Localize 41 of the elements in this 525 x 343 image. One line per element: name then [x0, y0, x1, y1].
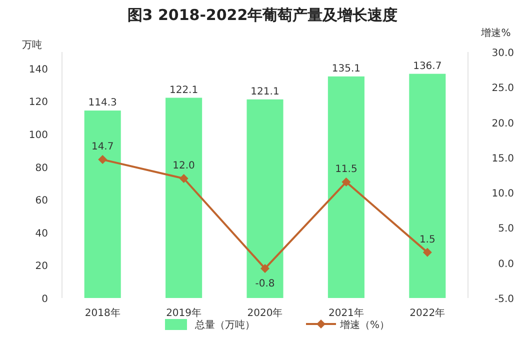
point: [342, 178, 351, 187]
y2-tick-label: 10.0: [492, 188, 514, 200]
y-tick-label: 20: [35, 261, 48, 272]
y2-tick-label: 30.0: [492, 48, 514, 59]
y-tick-label: 40: [35, 228, 48, 240]
y2-tick-label: -5.0: [494, 294, 514, 305]
y2-tick-label: 0.0: [498, 258, 514, 270]
x-tick-label: 2022年: [410, 307, 446, 319]
legend-label: 总量（万吨）: [194, 319, 255, 331]
x-tick-label: 2020年: [247, 307, 283, 319]
data-label: 122.1: [169, 84, 198, 96]
y-tick-label: 100: [28, 130, 48, 141]
y-tick-label: 140: [28, 64, 48, 76]
point: [422, 248, 432, 257]
y2-tick-label: 20.0: [492, 118, 514, 130]
data-label: 12.0: [172, 160, 195, 172]
y2-tick-label: 25.0: [492, 83, 514, 94]
y2-tick-label: 15.0: [492, 153, 514, 164]
y-tick-label: 80: [35, 162, 48, 174]
data-label: -0.8: [255, 278, 275, 290]
data-label: 14.7: [91, 142, 114, 153]
point: [179, 174, 188, 184]
legend-label: 增速（%）: [339, 319, 390, 331]
data-label: 121.1: [250, 86, 280, 98]
data-label: 1.5: [419, 234, 436, 246]
y-tick-label: 120: [28, 97, 48, 108]
y2-axis-title: 增速%: [480, 27, 511, 39]
y2-tick-label: 5.0: [498, 224, 514, 235]
data-label: 11.5: [335, 164, 358, 176]
y-axis-title: 万吨: [22, 39, 42, 51]
x-tick-label: 2021年: [328, 307, 364, 319]
chart-title: 图3 2018-2022年葡萄产量及增长速度: [127, 6, 398, 24]
point: [98, 155, 108, 164]
x-tick-label: 2018年: [84, 307, 120, 319]
data-label: 114.3: [88, 98, 117, 109]
point: [260, 264, 270, 273]
data-label: 135.1: [332, 63, 361, 74]
y-tick-label: 60: [35, 196, 48, 207]
data-label: 136.7: [413, 60, 442, 72]
y-tick-label: 0: [42, 294, 48, 305]
x-tick-label: 2019年: [166, 307, 202, 319]
